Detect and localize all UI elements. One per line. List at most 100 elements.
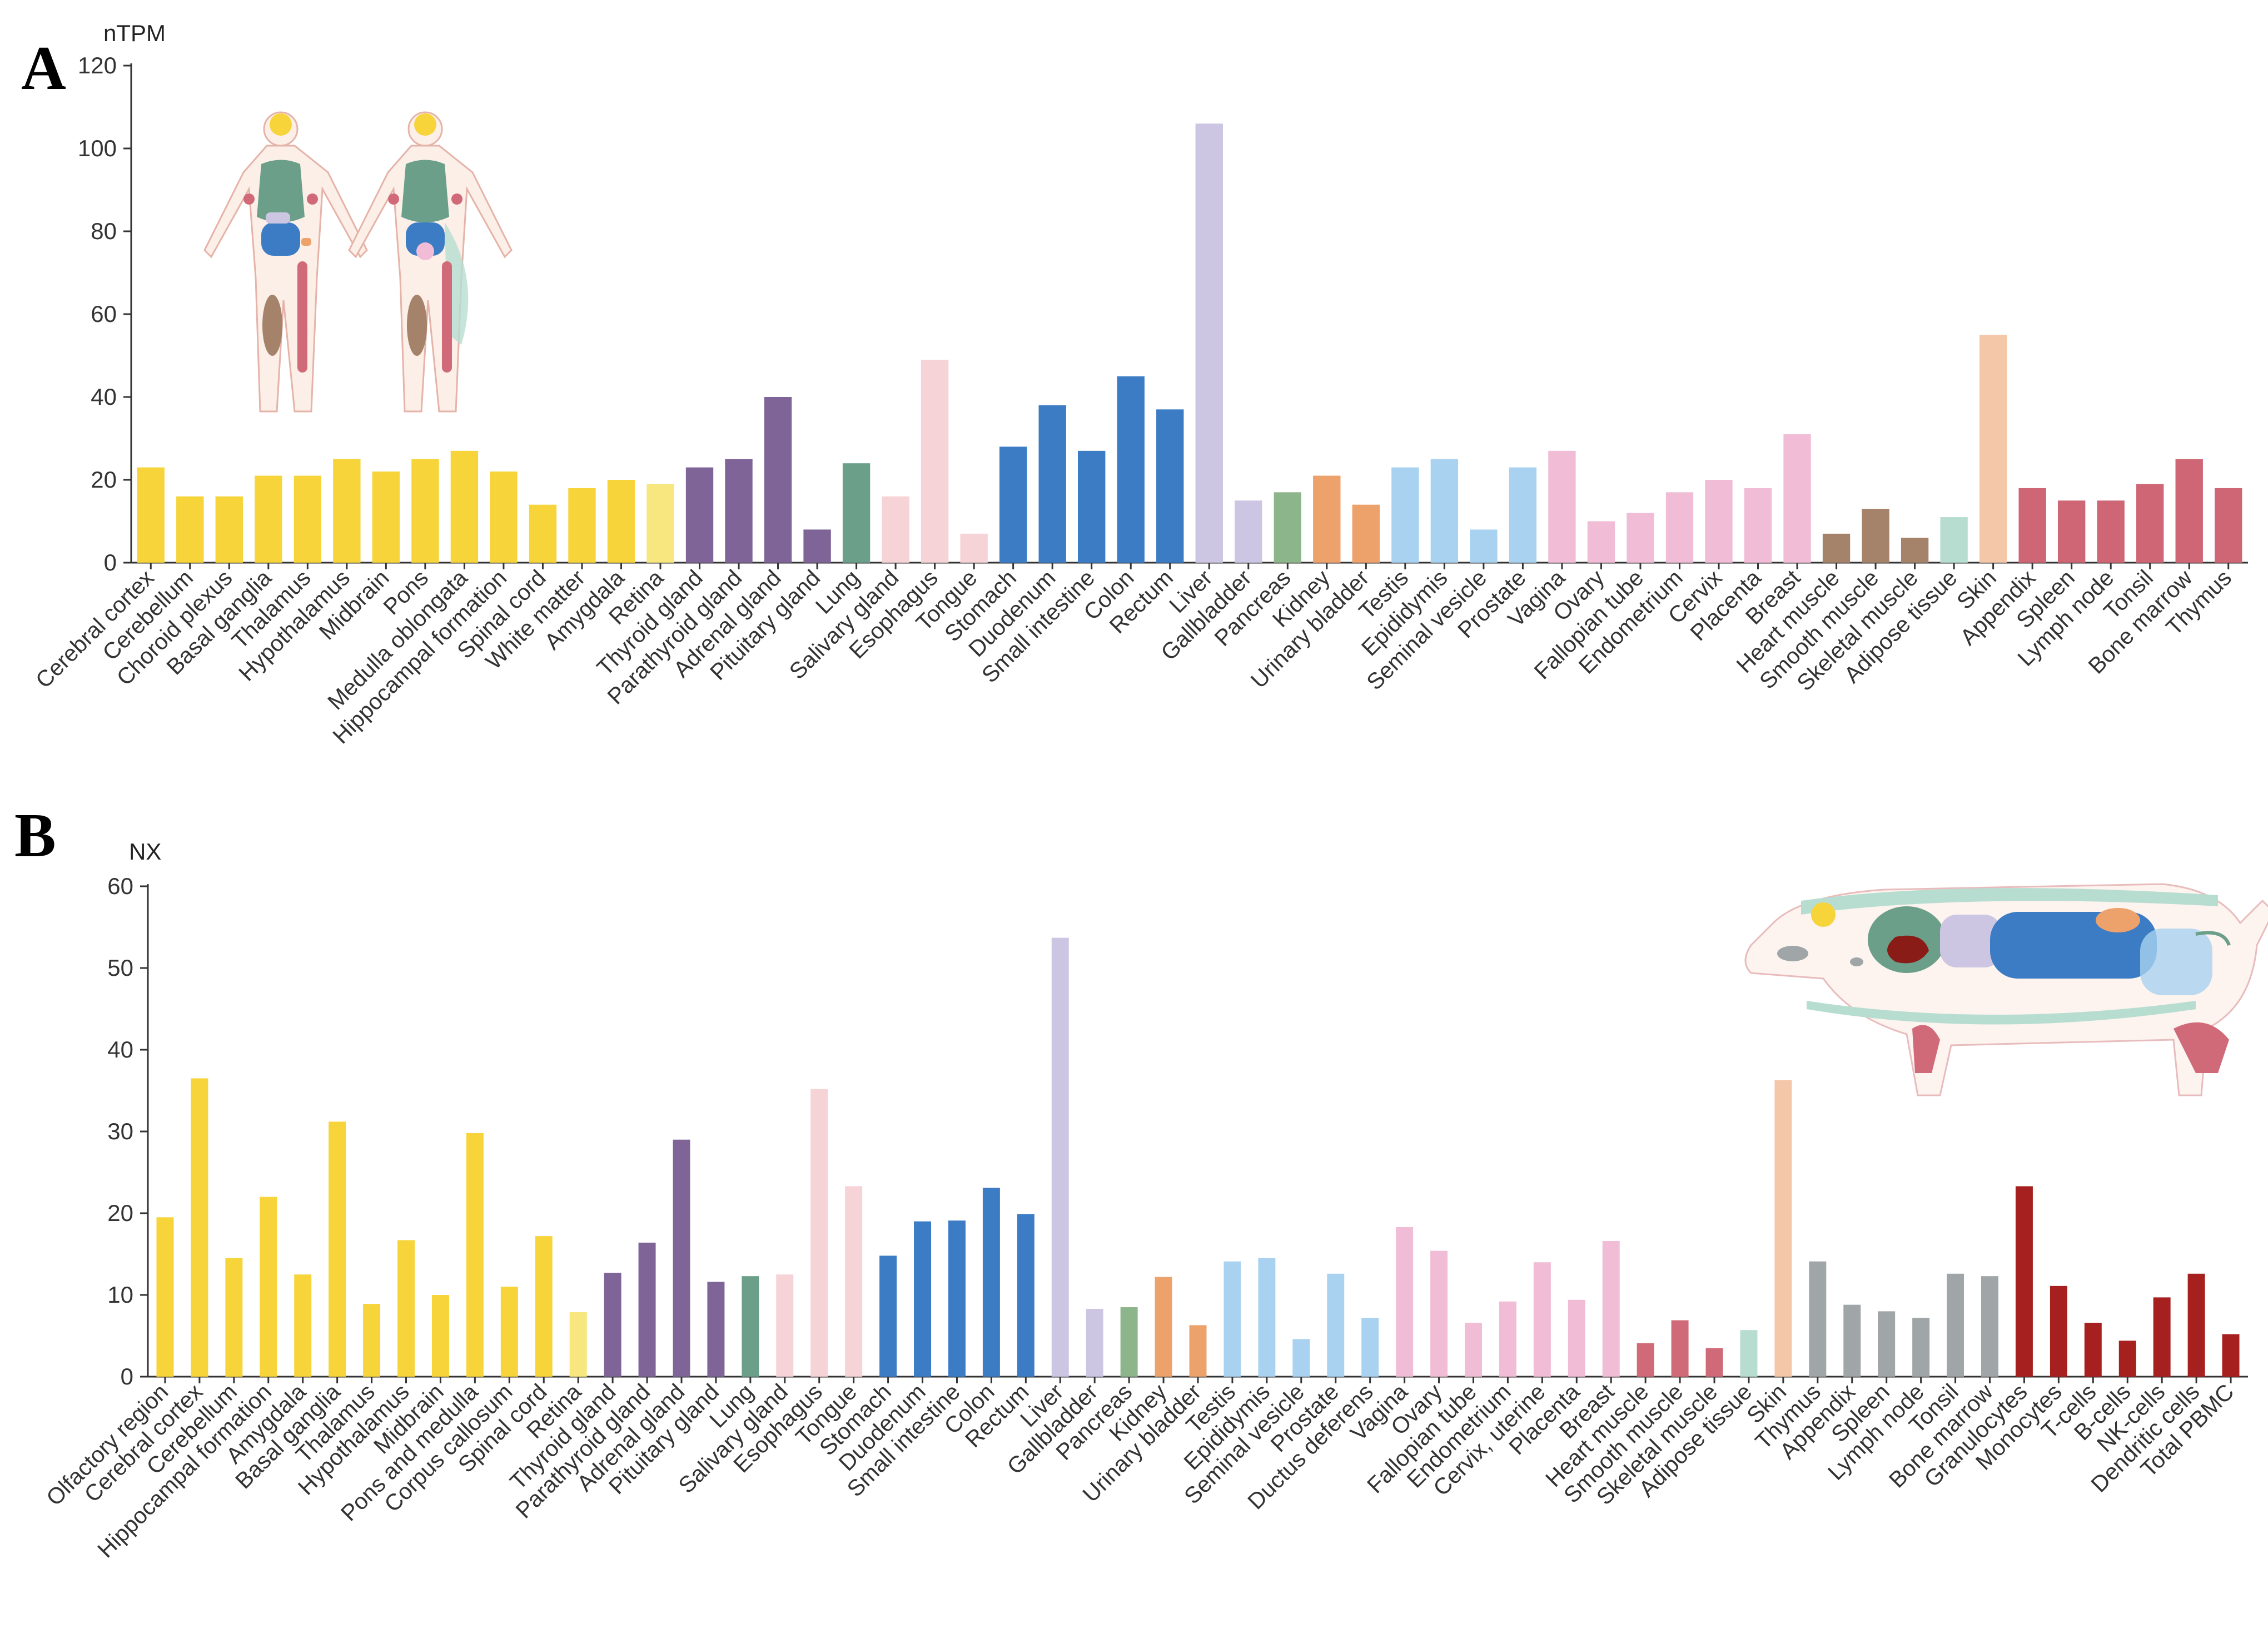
panel-b: B NX 0 10 20 30 40 50 60 Olfactory regionCereb… [14, 801, 2268, 1562]
bar-b-6 [363, 1304, 381, 1377]
bar-b-33 [1292, 1339, 1310, 1377]
bar-b-34 [1327, 1273, 1345, 1377]
bar-a-5 [333, 459, 361, 563]
bar-b-50 [1878, 1311, 1896, 1377]
bar-b-14 [638, 1242, 656, 1377]
bar-a-6 [372, 471, 400, 563]
bar-a-45 [1901, 538, 1929, 563]
bar-a-35 [1509, 467, 1537, 563]
bar-a-52 [2175, 459, 2203, 563]
bar-b-24 [982, 1188, 1000, 1377]
bar-a-41 [1744, 488, 1772, 563]
bar-b-48 [1809, 1261, 1827, 1377]
bar-b-47 [1774, 1080, 1792, 1377]
human-body-female-icon [203, 111, 368, 413]
bar-b-40 [1533, 1262, 1551, 1377]
panel-a-unit-label: nTPM [103, 20, 166, 46]
bar-a-17 [803, 529, 831, 563]
bar-b-45 [1705, 1348, 1723, 1377]
bar-a-30 [1313, 475, 1341, 563]
bar-a-37 [1587, 521, 1615, 563]
bar-b-31 [1223, 1261, 1241, 1377]
bar-b-30 [1189, 1325, 1207, 1377]
bar-a-25 [1117, 376, 1145, 563]
bar-b-13 [604, 1273, 621, 1377]
bar-a-50 [2097, 500, 2125, 563]
bar-a-1 [176, 496, 204, 563]
bar-b-54 [2015, 1186, 2033, 1377]
y-tick-label: 0 [104, 549, 117, 575]
bar-b-57 [2118, 1341, 2136, 1377]
bar-b-58 [2153, 1297, 2171, 1377]
y-tick-label: 100 [78, 135, 117, 161]
bar-b-60 [2222, 1334, 2240, 1377]
bar-b-26 [1051, 937, 1069, 1377]
bar-a-24 [1078, 450, 1106, 563]
panel-a: A nTPM 0 20 40 60 80 100 120 Cerebral cortexCe… [21, 20, 2248, 748]
y-tick-label: 60 [107, 873, 133, 899]
bar-b-17 [742, 1276, 759, 1377]
bar-a-14 [685, 467, 714, 563]
bar-a-9 [490, 471, 518, 563]
bar-a-32 [1391, 467, 1419, 563]
bar-b-42 [1602, 1240, 1620, 1377]
bar-b-36 [1396, 1227, 1414, 1377]
y-tick-label: 40 [91, 384, 117, 410]
y-tick-label: 40 [107, 1036, 133, 1063]
y-tick-label: 30 [107, 1118, 133, 1144]
bar-a-8 [450, 450, 479, 563]
panel-b-bars [156, 937, 2240, 1377]
bar-a-34 [1470, 529, 1498, 563]
bar-b-43 [1637, 1343, 1654, 1377]
y-tick-label: 0 [121, 1363, 133, 1389]
bar-a-10 [529, 504, 557, 563]
panel-a-letter: A [21, 34, 66, 103]
bar-b-32 [1258, 1258, 1276, 1377]
y-tick-label: 20 [107, 1200, 133, 1226]
bar-a-27 [1195, 123, 1223, 563]
panel-b-unit-label: NX [129, 838, 161, 865]
bar-b-55 [2050, 1285, 2067, 1377]
bar-a-21 [960, 533, 988, 563]
bar-a-53 [2215, 488, 2242, 563]
bar-a-39 [1665, 492, 1694, 563]
bar-b-51 [1912, 1318, 1930, 1377]
human-body-male-icon [348, 111, 513, 413]
bar-b-4 [294, 1274, 312, 1377]
bar-b-52 [1947, 1273, 1964, 1377]
bar-b-44 [1671, 1320, 1689, 1377]
bar-a-23 [1038, 405, 1066, 563]
bar-a-16 [764, 397, 792, 563]
y-tick-label: 60 [91, 301, 117, 327]
bar-b-25 [1017, 1214, 1034, 1377]
bar-b-41 [1568, 1299, 1585, 1377]
bar-b-27 [1086, 1308, 1103, 1377]
panel-b-letter: B [14, 801, 56, 870]
bar-b-23 [948, 1220, 966, 1377]
pig-anatomy-illustration [1744, 883, 2268, 1096]
bar-b-38 [1464, 1322, 1482, 1377]
bar-b-8 [431, 1295, 449, 1377]
bar-a-38 [1627, 513, 1654, 563]
bar-b-0 [156, 1217, 174, 1377]
bar-a-2 [215, 496, 243, 563]
bar-a-12 [607, 480, 635, 563]
bar-a-48 [2018, 488, 2046, 563]
bar-a-46 [1940, 517, 1968, 563]
bar-b-37 [1430, 1250, 1448, 1377]
bar-b-53 [1981, 1276, 1998, 1377]
y-tick-label: 10 [107, 1282, 133, 1308]
bar-b-59 [2187, 1273, 2205, 1377]
bar-b-12 [569, 1312, 587, 1377]
human-anatomy-illustration [203, 111, 513, 413]
bar-a-28 [1235, 500, 1262, 563]
bar-a-19 [882, 496, 909, 563]
bar-b-46 [1740, 1330, 1758, 1377]
bar-b-19 [810, 1089, 828, 1377]
bar-a-31 [1352, 504, 1380, 563]
bar-a-15 [725, 459, 753, 563]
bar-a-26 [1156, 409, 1184, 563]
